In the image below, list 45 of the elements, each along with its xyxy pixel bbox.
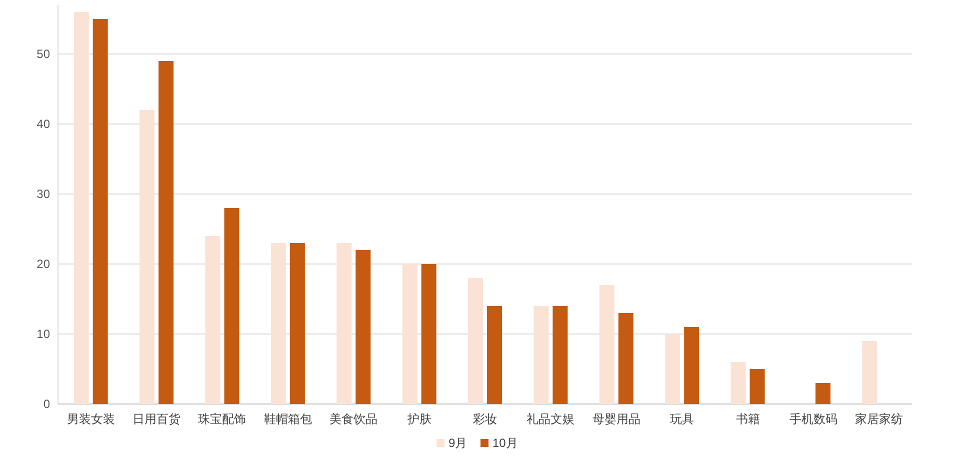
- bar: [599, 285, 614, 404]
- x-tick-label: 礼品文娱: [526, 412, 575, 426]
- bar: [421, 264, 436, 404]
- x-tick-label: 男装女装: [66, 412, 115, 426]
- bar: [140, 110, 155, 404]
- y-tick-label: 30: [36, 187, 50, 201]
- x-tick-label: 母婴用品: [592, 412, 640, 426]
- bar: [815, 383, 830, 404]
- x-tick-label: 书籍: [736, 412, 760, 426]
- bar: [487, 306, 502, 404]
- bar: [92, 19, 108, 404]
- bar: [534, 306, 549, 404]
- y-tick-label: 0: [43, 397, 50, 411]
- bar: [290, 243, 305, 404]
- bar: [270, 243, 286, 404]
- x-tick-label: 玩具: [670, 412, 694, 426]
- bar: [862, 341, 878, 404]
- bar: [336, 243, 352, 404]
- x-tick-label: 手机数码: [789, 412, 838, 426]
- x-tick-label: 美食饮品: [330, 412, 378, 426]
- bar: [402, 264, 418, 404]
- bar: [618, 313, 634, 404]
- x-tick-label: 护肤: [406, 412, 432, 426]
- bar: [468, 278, 483, 404]
- y-tick-label: 40: [36, 117, 50, 131]
- x-tick-label: 家居家纺: [855, 412, 904, 426]
- bar: [224, 208, 240, 404]
- x-tick-label: 鞋帽箱包: [264, 412, 312, 426]
- bar: [356, 250, 371, 404]
- x-tick-label: 日用百货: [132, 412, 181, 426]
- y-tick-label: 50: [36, 47, 50, 61]
- bar: [730, 362, 746, 404]
- bar: [205, 236, 220, 404]
- y-tick-label: 20: [36, 257, 50, 271]
- bar: [665, 334, 680, 404]
- bar: [684, 327, 700, 404]
- legend-label: 10月: [492, 436, 518, 450]
- bar: [750, 369, 765, 404]
- bar: [158, 61, 174, 404]
- y-tick-label: 10: [36, 327, 50, 341]
- bar: [74, 12, 89, 404]
- x-tick-label: 珠宝配饰: [198, 412, 246, 426]
- bar: [552, 306, 568, 404]
- x-tick-label: 彩妆: [473, 412, 497, 426]
- legend-label: 9月: [448, 436, 468, 450]
